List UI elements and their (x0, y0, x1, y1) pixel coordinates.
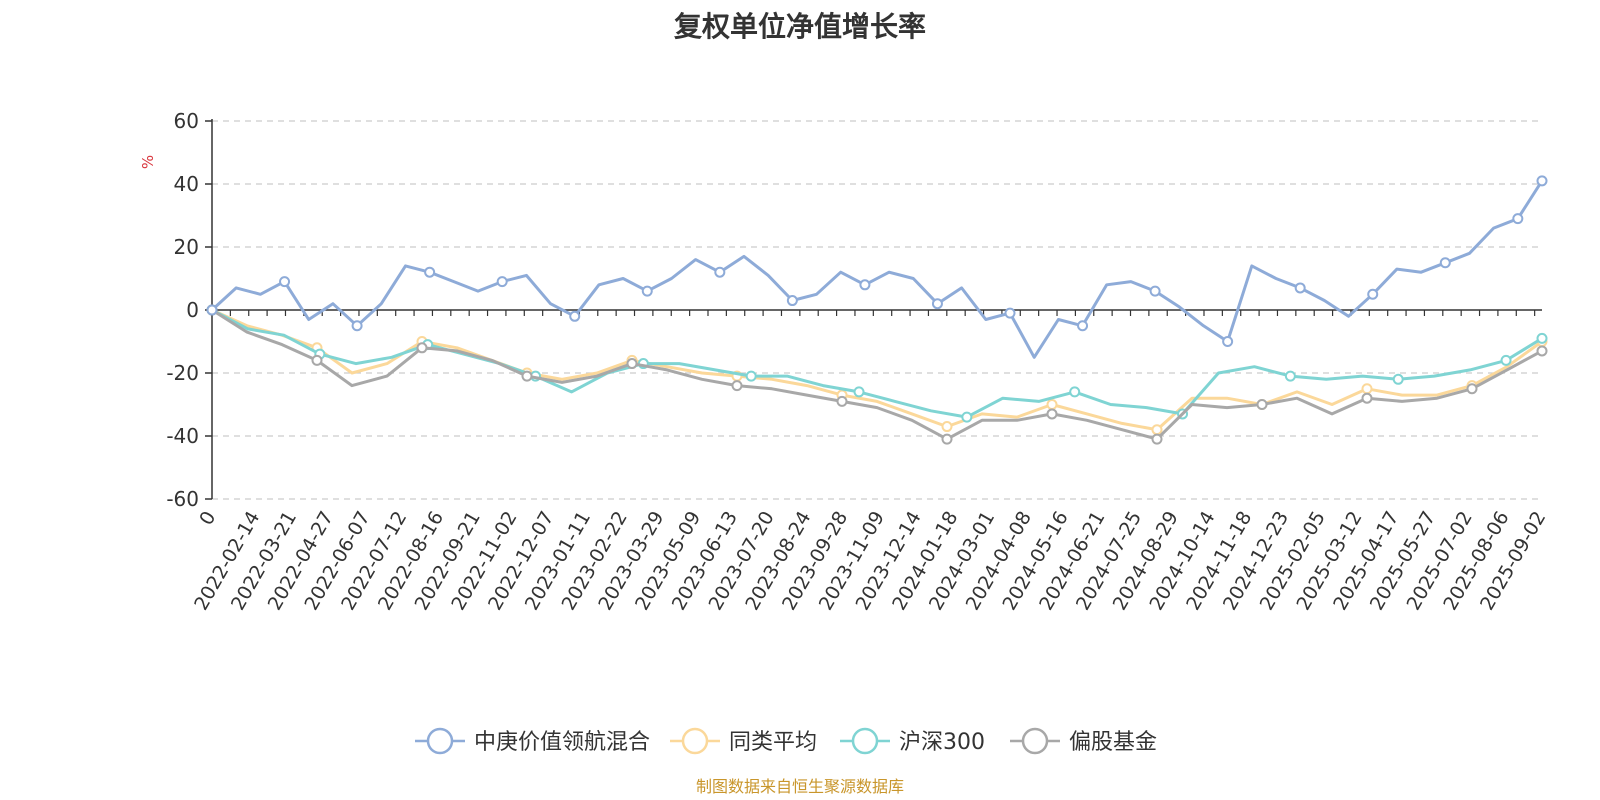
data-point (496, 276, 508, 288)
data-point (1500, 354, 1512, 366)
data-point (1077, 320, 1089, 332)
data-point (1256, 399, 1268, 410)
legend-item[interactable]: 沪深300 (840, 727, 985, 755)
legend-item[interactable]: 偏股基金 (1010, 727, 1157, 755)
data-point (836, 395, 848, 407)
data-point (626, 358, 638, 370)
data-point (1439, 257, 1451, 269)
data-point (569, 310, 581, 322)
data-point (279, 276, 291, 288)
data-point (714, 266, 726, 278)
axes (211, 119, 1542, 499)
data-point (1466, 383, 1478, 395)
data-point (786, 295, 798, 307)
data-point (1536, 332, 1548, 344)
series-2 (206, 304, 1548, 436)
data-point (1046, 408, 1058, 420)
data-point (961, 411, 973, 423)
data-point (1004, 307, 1016, 319)
data-point (1284, 370, 1296, 382)
y-tick-label: -60 (166, 487, 199, 511)
chart-title: 复权单位净值增长率 (674, 10, 926, 43)
y-tick-label: 40 (174, 172, 199, 196)
series-layer (206, 175, 1548, 445)
series-line (210, 179, 1544, 359)
data-point (1361, 383, 1373, 395)
series-line (210, 308, 1544, 419)
legend-label: 同类平均 (729, 730, 817, 755)
data-point (1367, 288, 1379, 300)
legend-item[interactable]: 中庚价值领航混合 (415, 727, 650, 755)
series-line (210, 308, 1544, 441)
y-tick-label: 0 (186, 298, 199, 322)
data-point (351, 320, 363, 332)
data-point (521, 370, 533, 382)
legend-marker (426, 727, 454, 755)
data-point (1151, 433, 1163, 445)
data-point (416, 342, 428, 354)
data-point (1046, 399, 1058, 410)
data-point (931, 298, 943, 310)
legend-marker (681, 727, 709, 755)
data-point (745, 370, 757, 382)
data-point (1536, 345, 1548, 357)
legend-label: 偏股基金 (1069, 730, 1157, 755)
data-point (424, 266, 436, 278)
data-point (206, 304, 218, 316)
data-point (1392, 373, 1404, 385)
data-point (1361, 392, 1373, 404)
data-point (1069, 386, 1081, 398)
data-point (311, 354, 323, 366)
x-tick-label: 0 (195, 508, 220, 529)
data-point (1512, 213, 1524, 225)
gridlines (212, 120, 1542, 500)
y-tick-label: 20 (174, 235, 199, 259)
data-point (1294, 282, 1306, 294)
data-point (1149, 285, 1161, 297)
series-4 (206, 304, 1548, 445)
legend[interactable]: 中庚价值领航混合 同类平均 沪深300 偏股基金 (415, 727, 1157, 755)
data-point (1222, 336, 1234, 347)
y-axis-ticks: 60 40 20 0 -20 -40 -60 (166, 109, 212, 511)
legend-label: 沪深300 (899, 730, 985, 755)
legend-label: 中庚价值领航混合 (474, 730, 650, 755)
series-1 (206, 175, 1548, 359)
legend-item[interactable]: 同类平均 (670, 727, 817, 755)
y-tick-label: -20 (166, 361, 199, 385)
data-point (1536, 175, 1548, 187)
data-point (853, 386, 865, 398)
series-3 (206, 304, 1548, 423)
data-point (859, 279, 871, 291)
legend-marker (851, 727, 879, 755)
series-line (210, 308, 1544, 432)
y-tick-label: -40 (166, 424, 199, 448)
y-tick-label: 60 (174, 109, 199, 133)
legend-marker (1021, 727, 1049, 755)
data-point (1151, 424, 1163, 436)
source-note: 制图数据来自恒生聚源数据库 (696, 777, 904, 796)
data-point (641, 285, 653, 297)
y-axis-unit-label: % (139, 155, 157, 169)
data-point (731, 380, 743, 392)
data-point (941, 421, 953, 433)
data-point (941, 433, 953, 445)
